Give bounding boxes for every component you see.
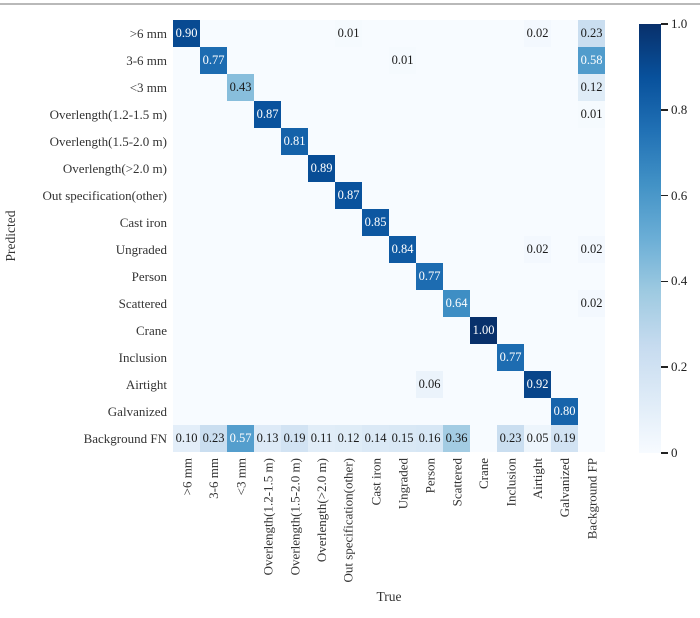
heatmap-cell: 0.77 — [416, 263, 443, 290]
heatmap-cell: 0.12 — [335, 425, 362, 452]
y-tick-label: Ungraded — [115, 242, 167, 257]
x-tick-label: Out specification(other) — [341, 458, 356, 583]
y-tick-label: <3 mm — [129, 80, 167, 95]
y-tick-label: Cast iron — [119, 215, 167, 230]
x-tick-label: Galvanized — [557, 458, 572, 518]
colorbar-tick-mark — [661, 109, 668, 111]
colorbar-tick-label: 1.0 — [671, 16, 688, 31]
x-tick-label: >6 mm — [179, 458, 194, 496]
heatmap-cell: 0.15 — [389, 425, 416, 452]
heatmap-cell: 0.23 — [497, 425, 524, 452]
heatmap-cell: 0.01 — [578, 101, 605, 128]
x-tick-label: Overlength(>2.0 m) — [314, 458, 329, 563]
heatmap-cell: 0.80 — [551, 398, 578, 425]
y-tick-label: Scattered — [118, 296, 167, 311]
heatmap-cell: 0.87 — [335, 182, 362, 209]
x-axis-title: True — [376, 589, 402, 604]
heatmap-cell: 0.19 — [551, 425, 578, 452]
colorbar-tick-label: 0.6 — [671, 187, 688, 203]
colorbar-tick-mark — [661, 366, 668, 368]
y-tick-label: Inclusion — [118, 350, 167, 365]
x-tick-label: Airtight — [530, 458, 545, 500]
heatmap-cell: 0.92 — [524, 371, 551, 398]
heatmap-cell: 0.05 — [524, 425, 551, 452]
heatmap-cell: 0.84 — [389, 236, 416, 263]
colorbar-tick-label: 0.2 — [671, 359, 688, 375]
heatmap-cell: 0.12 — [578, 74, 605, 101]
x-tick-label: Crane — [476, 458, 491, 490]
heatmap-cell: 0.10 — [173, 425, 200, 452]
x-tick-label: Person — [422, 458, 437, 494]
heatmap-cell: 0.06 — [416, 371, 443, 398]
heatmap-cell: 0.14 — [362, 425, 389, 452]
heatmap-cell: 0.81 — [281, 128, 308, 155]
x-tick-label: Inclusion — [503, 458, 518, 507]
y-tick-label: Background FN — [83, 431, 167, 446]
y-tick-label: Galvanized — [107, 404, 167, 419]
y-tick-label: Airtight — [125, 377, 167, 392]
heatmap-cell: 0.85 — [362, 209, 389, 236]
heatmap-cell: 0.58 — [578, 47, 605, 74]
colorbar-tick-mark — [661, 452, 668, 454]
heatmap-cell: 0.23 — [578, 20, 605, 47]
x-tick-label: Overlength(1.2-1.5 m) — [260, 458, 275, 576]
heatmap-cell: 0.23 — [200, 425, 227, 452]
heatmap-cell: 0.01 — [335, 20, 362, 47]
heatmap-cell: 0.02 — [524, 20, 551, 47]
x-tick-label: Background FP — [584, 458, 599, 540]
heatmap-cell: 0.13 — [254, 425, 281, 452]
colorbar-tick-mark — [661, 23, 668, 25]
x-tick-label: Ungraded — [395, 458, 410, 510]
heatmap-cell: 0.90 — [173, 20, 200, 47]
y-axis-title: Predicted — [3, 210, 18, 262]
y-tick-label: 3-6 mm — [126, 53, 167, 68]
y-tick-label: Overlength(>2.0 m) — [62, 161, 167, 176]
heatmap-cell: 0.19 — [281, 425, 308, 452]
heatmap-cell: 0.57 — [227, 425, 254, 452]
heatmap-cell: 0.02 — [578, 236, 605, 263]
colorbar-tick-mark — [661, 194, 668, 197]
colorbar-tick-label: 0 — [671, 445, 678, 460]
heatmap-cell: 1.00 — [470, 317, 497, 344]
heatmap-cell: 0.02 — [578, 290, 605, 317]
heatmap-cell: 0.77 — [497, 344, 524, 371]
y-tick-label: Out specification(other) — [42, 188, 167, 203]
heatmap-cell: 0.16 — [416, 425, 443, 452]
y-tick-label: Person — [131, 269, 167, 284]
x-tick-label: 3-6 mm — [206, 458, 221, 499]
top-rule-divider — [0, 3, 700, 5]
y-tick-label: Crane — [135, 323, 167, 338]
y-tick-label: Overlength(1.5-2.0 m) — [49, 134, 167, 149]
x-tick-label: Scattered — [449, 458, 464, 507]
colorbar-tick-label: 0.8 — [671, 101, 688, 117]
heatmap-cell: 0.11 — [308, 425, 335, 452]
heatmap-cell: 0.89 — [308, 155, 335, 182]
heatmap-cell: 0.77 — [200, 47, 227, 74]
heatmap-cell: 0.64 — [443, 290, 470, 317]
heatmap-cell: 0.36 — [443, 425, 470, 452]
x-tick-label: Overlength(1.5-2.0 m) — [287, 458, 302, 576]
colorbar-tick-mark — [661, 280, 668, 283]
colorbar — [639, 24, 661, 453]
y-tick-label: Overlength(1.2-1.5 m) — [49, 107, 167, 122]
colorbar-tick-label: 0.4 — [671, 273, 688, 289]
heatmap-cell: 0.02 — [524, 236, 551, 263]
heatmap-cell: 0.43 — [227, 74, 254, 101]
x-tick-label: <3 mm — [233, 458, 248, 496]
heatmap-cell: 0.01 — [389, 47, 416, 74]
x-tick-label: Cast iron — [368, 458, 383, 506]
heatmap-cell: 0.87 — [254, 101, 281, 128]
y-tick-label: >6 mm — [129, 26, 167, 41]
